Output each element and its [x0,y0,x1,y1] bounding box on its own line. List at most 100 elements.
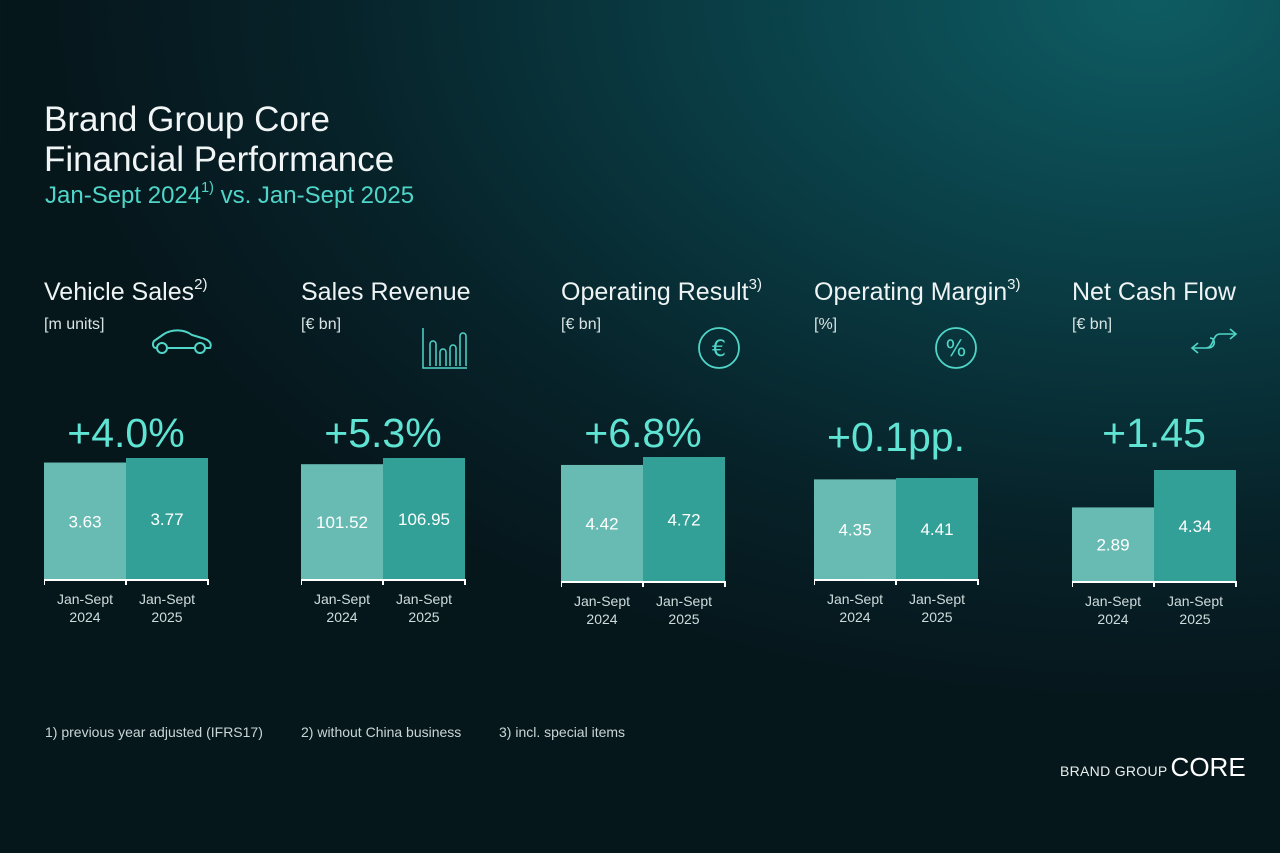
page-title: Brand Group Core [44,100,330,139]
kpi-change: +0.1pp. [827,414,965,460]
period-label: Jan-Sept 20241) vs. Jan-Sept 2025 [45,180,415,210]
page-subtitle: Financial Performance [44,140,395,179]
logo-text-large: CORE [1170,752,1246,782]
bar-2024 [1072,507,1154,582]
bar-chart: 4.42 4.72 [561,457,726,587]
kpi-unit: [€ bn] [301,316,342,333]
x-tick-label: Jan-Sept 2025 [643,592,725,628]
x-tick-label-line1: Jan-Sept [138,591,196,607]
period-end: vs. Jan-Sept 2025 [213,182,415,209]
x-tick-label-line2: 2024 [1097,611,1129,627]
kpi-footnote-ref: 2) [194,276,208,293]
kpi-footnote-ref: 3) [1007,276,1021,293]
bar-2025 [126,458,208,580]
x-tick-label-line2: 2025 [151,609,183,625]
x-tick-label-line2: 2025 [668,611,700,627]
kpi-change: +1.45 [1102,410,1206,456]
kpi-title-text: Operating Result [561,278,749,306]
bar-value-label: 4.72 [667,511,700,530]
period-footnote-ref: 1) [201,180,214,196]
bar-value-label: 4.34 [1178,517,1211,536]
x-tick-label-line2: 2025 [1179,611,1211,627]
x-tick-label-line2: 2024 [839,609,871,625]
bar-chart: 101.52 106.95 [301,458,466,585]
x-tick-label-line1: Jan-Sept [1084,593,1142,609]
bar-2025 [896,478,978,580]
kpi-change: +6.8% [584,410,702,456]
x-tick-label: Jan-Sept 2024 [814,590,896,626]
cash-flow-arrows-icon [1190,326,1240,361]
kpi-title-text: Net Cash Flow [1072,278,1236,306]
x-tick-label-line1: Jan-Sept [826,591,884,607]
kpi-group-operating-result: Operating Result3) [€ bn] € +6.8% 4.42 4.72 Ja… [561,276,801,638]
kpi-title: Operating Result3) [561,276,762,307]
x-tick-label-line1: Jan-Sept [313,591,371,607]
kpi-title-text: Vehicle Sales [44,278,195,306]
x-tick-label-line1: Jan-Sept [1166,593,1224,609]
footnote-2: 2) without China business [301,724,462,740]
x-tick-label: Jan-Sept 2025 [896,590,978,626]
x-tick-label-line2: 2025 [408,609,440,625]
kpi-group-sales-revenue: Sales Revenue [€ bn] +5.3% 101.52 106.95 Jan-… [301,278,541,638]
bar-2024 [561,464,643,582]
bar-chart: 4.35 4.41 [814,478,979,585]
kpi-unit: [%] [814,316,838,333]
kpi-unit: [€ bn] [561,316,602,333]
x-tick-label-line2: 2024 [69,609,101,625]
x-tick-label: Jan-Sept 2024 [1072,592,1154,628]
kpi-title: Vehicle Sales2) [44,276,208,307]
bar-2024 [44,462,126,580]
x-tick-label-line2: 2024 [326,609,358,625]
bar-value-label: 2.89 [1096,536,1129,555]
bar-value-label: 101.52 [316,513,368,532]
kpi-title: Sales Revenue [301,278,471,307]
bar-chart: 3.63 3.77 [44,458,209,585]
bar-2024 [301,464,383,580]
bar-2024 [814,479,896,580]
bar-chart: 2.89 4.34 [1072,470,1237,587]
bar-value-label: 106.95 [398,510,450,529]
kpi-change: +4.0% [67,410,185,456]
bar-value-label: 4.41 [920,520,953,539]
kpi-footnote-ref: 3) [748,276,762,293]
logo-text-small: BRAND GROUP [1060,763,1168,779]
x-tick-label: Jan-Sept 2024 [44,590,126,626]
euro-icon: € [697,326,741,375]
kpi-title: Operating Margin3) [814,276,1021,307]
kpi-change: +5.3% [324,410,442,456]
kpi-group-vehicle-sales: Vehicle Sales2) [m units] +4.0% 3.63 3.77 Jan… [44,276,284,638]
kpi-group-operating-margin: Operating Margin3) [%]% +0.1pp. 4.35 4.41 Jan… [814,276,1054,638]
kpi-unit: [m units] [44,316,105,333]
x-tick-label-line1: Jan-Sept [56,591,114,607]
bar-value-label: 4.42 [585,514,618,533]
car-icon [150,326,214,361]
x-tick-label-line1: Jan-Sept [655,593,713,609]
x-tick-label-line1: Jan-Sept [395,591,453,607]
bar-2025 [383,458,465,580]
x-tick-label: Jan-Sept 2025 [383,590,465,626]
bar-chart-icon [421,326,469,375]
x-tick-label-line2: 2025 [921,609,953,625]
x-tick-label-line1: Jan-Sept [908,591,966,607]
kpi-title-text: Operating Margin [814,278,1008,306]
kpi-title-text: Sales Revenue [301,278,471,306]
period-start: Jan-Sept 2024 [45,182,202,209]
svg-text:%: % [946,337,967,362]
bar-2025 [643,457,725,582]
kpi-group-net-cash-flow: Net Cash Flow [€ bn] +1.45 2.89 4.34 Jan-Sept… [1072,278,1280,638]
brand-logo: BRAND GROUP CORE [1060,752,1246,783]
x-tick-label: Jan-Sept 2024 [561,592,643,628]
x-tick-label: Jan-Sept 2024 [301,590,383,626]
kpi-unit: [€ bn] [1072,316,1113,333]
x-tick-label: Jan-Sept 2025 [126,590,208,626]
svg-text:€: € [712,337,726,362]
bar-value-label: 4.35 [838,521,871,540]
x-tick-label-line2: 2024 [586,611,618,627]
footnote-3: 3) incl. special items [499,724,626,740]
kpi-title: Net Cash Flow [1072,278,1236,307]
footnote-1: 1) previous year adjusted (IFRS17) [45,724,263,740]
bar-value-label: 3.63 [68,512,101,531]
bar-2025 [1154,470,1236,582]
percent-icon: % [934,326,978,375]
bar-value-label: 3.77 [150,510,183,529]
